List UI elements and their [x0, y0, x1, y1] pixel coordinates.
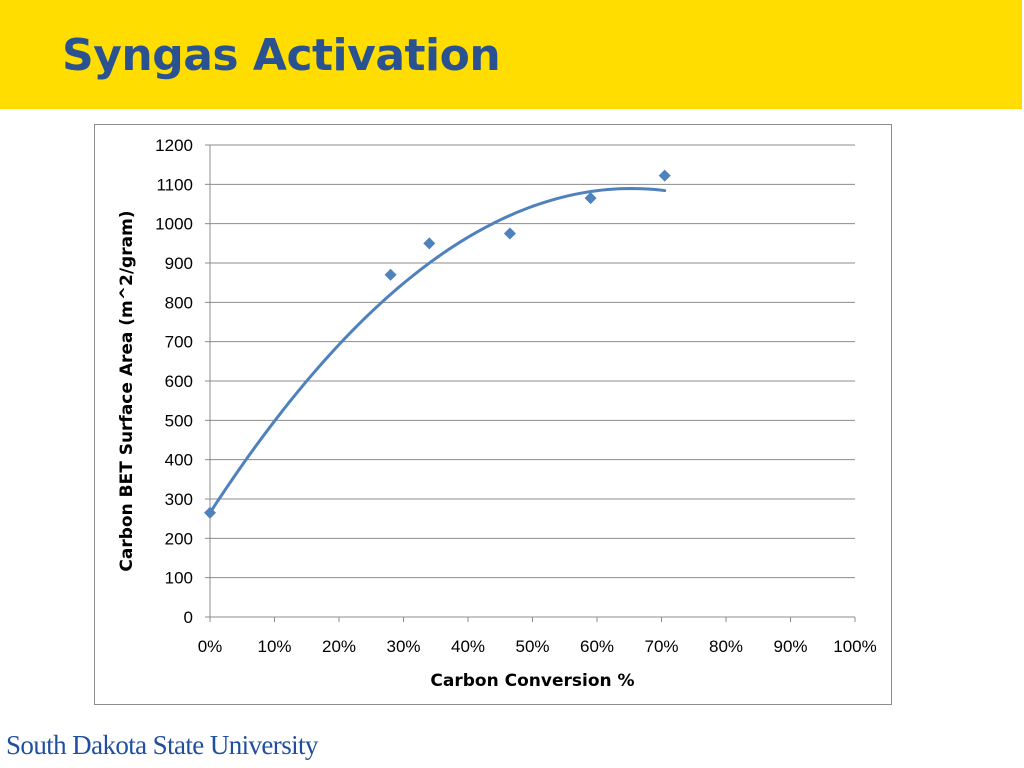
y-tick-label: 100 — [165, 569, 193, 588]
slide-title: Syngas Activation — [62, 30, 501, 81]
data-point — [658, 169, 671, 182]
y-tick-label: 500 — [165, 411, 193, 430]
x-tick-label: 40% — [451, 637, 485, 656]
x-tick-label: 90% — [773, 637, 807, 656]
chart-frame: 0 100 200 300 400 500 600 700 800 900 1000 1100 1200… — [94, 124, 892, 705]
y-tick-label: 700 — [165, 333, 193, 352]
scatter-chart: 0 100 200 300 400 500 600 700 800 900 1000 1100 1200… — [117, 136, 877, 691]
data-point — [384, 268, 397, 281]
x-tick-label: 70% — [644, 637, 678, 656]
x-tick-label: 30% — [386, 637, 420, 656]
y-tick-label: 600 — [165, 372, 193, 391]
y-tick-label: 1000 — [155, 215, 193, 234]
data-point — [584, 192, 597, 205]
data-point — [503, 227, 516, 240]
y-tick-label: 300 — [165, 490, 193, 509]
x-tick-label: 100% — [833, 637, 876, 656]
y-tick-label: 900 — [165, 254, 193, 273]
gridlines — [205, 144, 856, 622]
x-tick-label: 10% — [257, 637, 291, 656]
x-tick-label: 0% — [198, 637, 223, 656]
y-axis-title: Carbon BET Surface Area (m^2/gram) — [117, 210, 137, 571]
data-point — [423, 237, 436, 250]
university-logo-text: South Dakota State University — [6, 730, 318, 760]
x-tick-label: 80% — [709, 637, 743, 656]
y-tick-label: 800 — [165, 293, 193, 312]
y-tick-label: 200 — [165, 529, 193, 548]
data-points — [204, 169, 671, 519]
y-tick-label: 400 — [165, 451, 193, 470]
x-tick-label: 60% — [580, 637, 614, 656]
y-tick-label: 0 — [184, 608, 193, 627]
x-tick-labels: 0% 10% 20% 30% 40% 50% 60% 70% 80% 90% 100% — [198, 637, 877, 656]
y-tick-label: 1200 — [155, 136, 193, 155]
trendline-layer — [208, 187, 667, 515]
y-tick-labels: 0 100 200 300 400 500 600 700 800 900 1000 1100 1200 — [155, 136, 193, 627]
x-tick-label: 50% — [515, 637, 549, 656]
trendline — [208, 187, 667, 515]
data-point — [204, 506, 216, 519]
title-band — [0, 0, 1022, 109]
y-tick-label: 1100 — [156, 175, 193, 194]
x-axis-title: Carbon Conversion % — [430, 671, 634, 691]
x-tick-label: 20% — [322, 637, 356, 656]
